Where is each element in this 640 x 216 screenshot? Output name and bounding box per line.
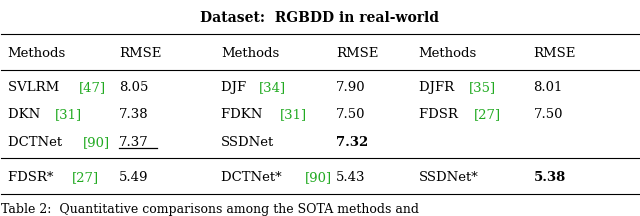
- Text: Methods: Methods: [8, 47, 66, 60]
- Text: Table 2:  Quantitative comparisons among the SOTA methods and: Table 2: Quantitative comparisons among …: [1, 203, 419, 216]
- Text: SSDNet*: SSDNet*: [419, 171, 479, 184]
- Text: Methods: Methods: [419, 47, 477, 60]
- Text: [27]: [27]: [72, 171, 99, 184]
- Text: 7.50: 7.50: [336, 108, 365, 121]
- Text: 7.38: 7.38: [119, 108, 149, 121]
- Text: Methods: Methods: [221, 47, 280, 60]
- Text: [31]: [31]: [54, 108, 82, 121]
- Text: 8.05: 8.05: [119, 81, 148, 94]
- Text: [47]: [47]: [79, 81, 106, 94]
- Text: 7.32: 7.32: [336, 136, 368, 149]
- Text: 5.49: 5.49: [119, 171, 148, 184]
- Text: 7.50: 7.50: [534, 108, 563, 121]
- Text: [34]: [34]: [259, 81, 286, 94]
- Text: [27]: [27]: [474, 108, 501, 121]
- Text: DCTNet: DCTNet: [8, 136, 66, 149]
- Text: DCTNet*: DCTNet*: [221, 171, 286, 184]
- Text: RMSE: RMSE: [119, 47, 162, 60]
- Text: FDSR*: FDSR*: [8, 171, 58, 184]
- Text: 8.01: 8.01: [534, 81, 563, 94]
- Text: SSDNet: SSDNet: [221, 136, 275, 149]
- Text: 7.90: 7.90: [336, 81, 365, 94]
- Text: DJFR: DJFR: [419, 81, 458, 94]
- Text: [90]: [90]: [83, 136, 110, 149]
- Text: RMSE: RMSE: [336, 47, 378, 60]
- Text: RMSE: RMSE: [534, 47, 576, 60]
- Text: DKN: DKN: [8, 108, 44, 121]
- Text: 5.43: 5.43: [336, 171, 365, 184]
- Text: SVLRM: SVLRM: [8, 81, 63, 94]
- Text: FDSR: FDSR: [419, 108, 462, 121]
- Text: Dataset:  RGBDD in real-world: Dataset: RGBDD in real-world: [200, 11, 440, 25]
- Text: [35]: [35]: [469, 81, 497, 94]
- Text: FDKN: FDKN: [221, 108, 267, 121]
- Text: 5.38: 5.38: [534, 171, 566, 184]
- Text: [90]: [90]: [305, 171, 332, 184]
- Text: [31]: [31]: [280, 108, 307, 121]
- Text: DJF: DJF: [221, 81, 251, 94]
- Text: 7.37: 7.37: [119, 136, 149, 149]
